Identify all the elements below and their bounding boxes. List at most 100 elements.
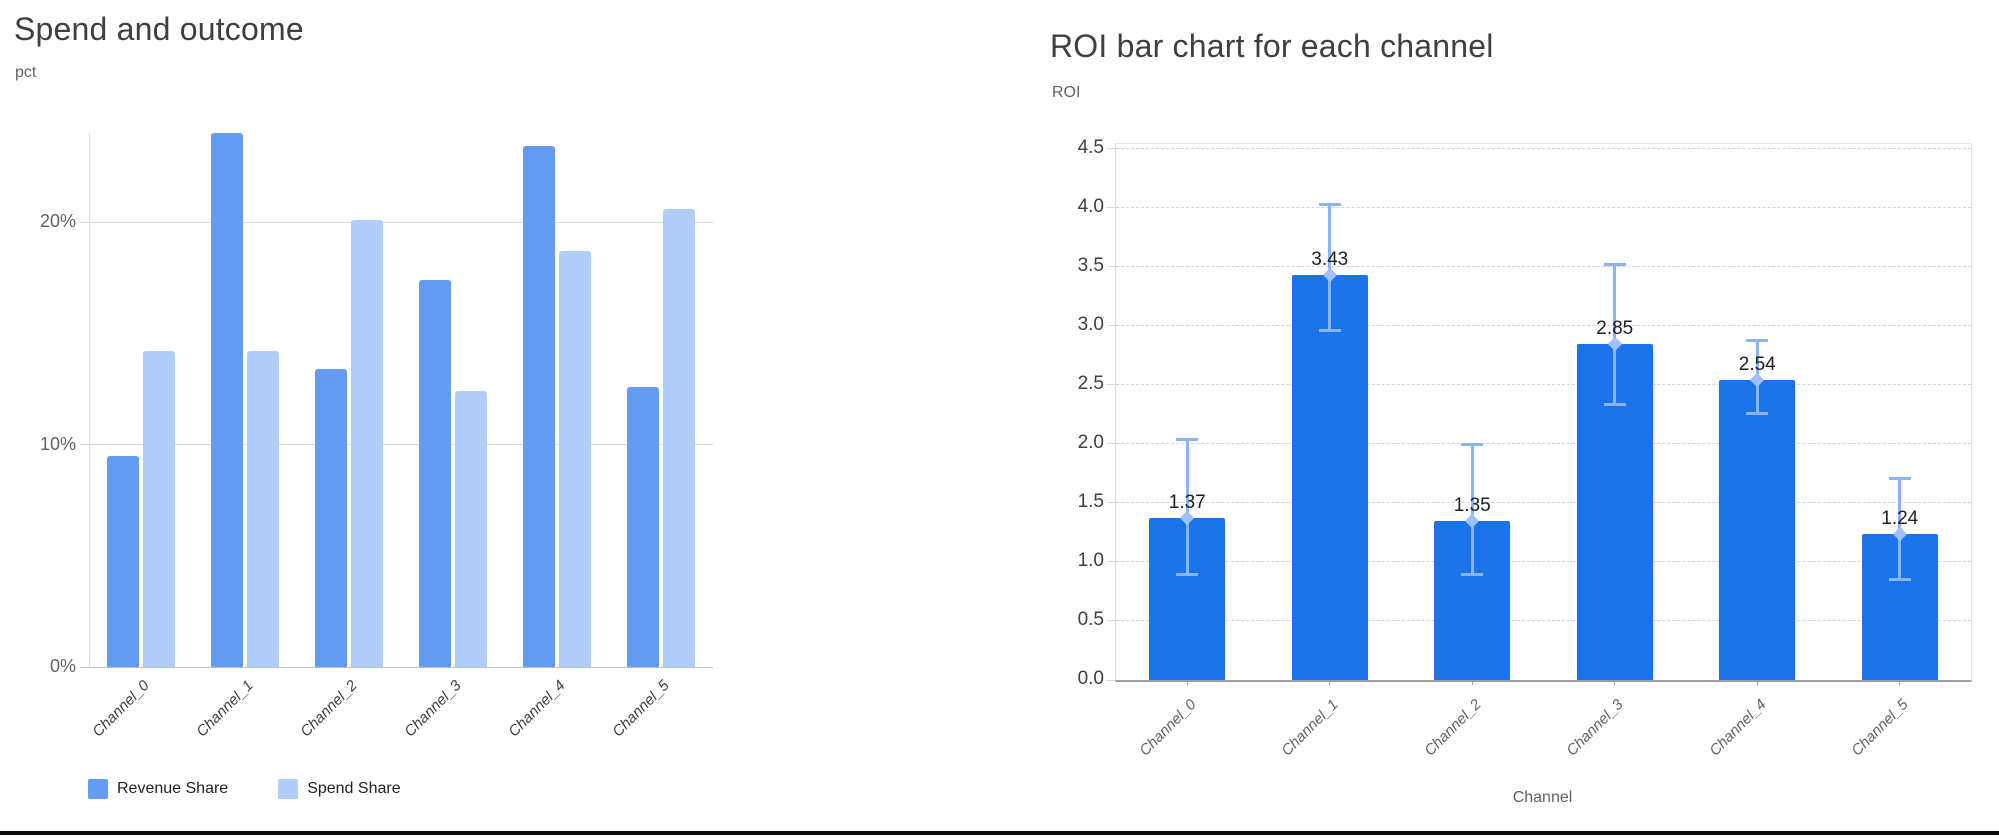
error-bar-channel-3 (1613, 264, 1617, 405)
x-tick-text: Channel_1 (1278, 696, 1342, 760)
y-axis-tick (1107, 207, 1115, 209)
y-axis-tick (1107, 502, 1115, 504)
bar-spend-share-channel-2[interactable] (351, 219, 383, 667)
error-bar-cap-bottom (1176, 572, 1199, 576)
bar-value-label-channel-5: 1.24 (1881, 507, 1919, 529)
x-tick-text: Channel_5 (609, 677, 674, 741)
y-axis-tick-label: 20% (39, 211, 76, 231)
error-bar-cap-top (1461, 442, 1484, 446)
x-tick-text: Channel_4 (505, 677, 570, 741)
chart-title: Spend and outcome (14, 11, 304, 47)
gridline (80, 221, 713, 223)
chart-title: ROI bar chart for each channel (1050, 28, 1494, 64)
bar-revenue-share-channel-0[interactable] (107, 455, 139, 667)
x-tick-text: Channel_2 (1420, 696, 1485, 760)
error-bar-channel-0 (1185, 439, 1189, 575)
y-axis-tick-label: 3.0 (1077, 313, 1104, 335)
gridline (80, 444, 713, 445)
y-axis-tick (1107, 266, 1115, 268)
y-axis-tick-label: 1.0 (1077, 549, 1104, 571)
y-axis-label: ROI (1052, 84, 1081, 101)
x-axis-tick (1899, 680, 1901, 685)
gridline (1116, 561, 1971, 563)
y-axis-tick (1107, 620, 1115, 622)
x-tick-text: Channel_4 (1705, 696, 1770, 760)
revenue-share-swatch (88, 779, 108, 799)
x-tick-text: Channel_0 (1135, 696, 1200, 760)
bar-spend-share-channel-0[interactable] (143, 351, 175, 667)
error-bar-cap-top (1318, 203, 1341, 207)
gridline (1116, 384, 1971, 386)
bar-value-label-channel-3: 2.85 (1596, 317, 1634, 339)
gridline (1116, 148, 1971, 150)
spend-share-swatch (278, 779, 299, 799)
bar-value-label-channel-1: 3.43 (1311, 249, 1349, 271)
bar-revenue-share-channel-5[interactable] (627, 386, 659, 667)
error-bar-cap-bottom (1603, 402, 1626, 406)
x-tick-text: Channel_5 (1848, 696, 1912, 760)
bar-revenue-share-channel-3[interactable] (419, 279, 451, 667)
x-tick-text: Channel_3 (1563, 696, 1627, 760)
y-axis-tick (1107, 325, 1115, 327)
gridline (1116, 266, 1971, 268)
error-bar-cap-top (1603, 263, 1626, 267)
y-axis-tick (1107, 443, 1115, 445)
error-bar-cap-bottom (1888, 577, 1911, 581)
y-axis-tick (1107, 148, 1115, 150)
bar-revenue-share-channel-4[interactable] (523, 146, 555, 667)
x-tick-text: Channel_3 (401, 677, 466, 741)
error-bar-cap-top (1746, 338, 1769, 342)
bar-spend-share-channel-4[interactable] (559, 250, 591, 667)
error-bar-cap-bottom (1318, 328, 1341, 332)
gridline (80, 666, 713, 668)
bar-spend-share-channel-5[interactable] (663, 208, 695, 667)
gridline (1116, 325, 1971, 327)
y-axis-tick-label: 4.0 (1077, 195, 1104, 217)
bar-revenue-share-channel-2[interactable] (315, 368, 347, 667)
y-axis-tick-label: 2.0 (1077, 431, 1104, 453)
x-axis-tick (1186, 680, 1188, 685)
legend-label: Revenue Share (117, 780, 229, 797)
y-axis-tick-label: 4.5 (1077, 136, 1104, 158)
gridline (1116, 502, 1971, 504)
bar-spend-share-channel-1[interactable] (247, 351, 279, 667)
y-axis-tick-label: 0.0 (1077, 668, 1104, 689)
y-axis-tick-label: 3.5 (1077, 254, 1104, 276)
roi-plot: 0.0 0.5 1.0 1.5 2.0 2.5 3.0 3.5 4.0 4.5 1.37 Channe… (1078, 137, 1972, 759)
legend-label: Spend Share (307, 780, 401, 797)
bar-value-label-channel-2: 1.35 (1453, 494, 1491, 516)
x-tick-text: Channel_2 (297, 677, 362, 741)
gridline (1116, 620, 1971, 622)
y-axis-tick-label: 0% (49, 656, 76, 676)
x-axis-tick (1756, 680, 1758, 685)
legend-item-spend-share[interactable]: Spend Share (278, 779, 401, 799)
bar-spend-share-channel-3[interactable] (455, 391, 487, 667)
y-axis-tick-label: 1.5 (1077, 490, 1104, 512)
gridline (1116, 207, 1971, 209)
x-tick-text: Channel_1 (193, 677, 258, 741)
y-axis-tick (1107, 679, 1115, 681)
bar-value-label-channel-4: 2.54 (1738, 354, 1776, 376)
y-axis-tick-label: 0.5 (1077, 608, 1104, 630)
error-bar-channel-2 (1470, 443, 1474, 575)
error-bar-cap-bottom (1746, 412, 1769, 416)
y-axis-tick-label: 2.5 (1077, 372, 1104, 394)
spend-outcome-plot: 0% 10% 20% Channel_0 Channel_1 Channel_2 Chann… (40, 133, 713, 740)
bottom-divider (0, 831, 1999, 835)
bar-value-label-channel-0: 1.37 (1168, 492, 1206, 514)
error-bar-cap-top (1176, 438, 1199, 442)
x-axis-tick (1614, 680, 1616, 685)
bar-roi-channel-1[interactable] (1291, 275, 1368, 680)
x-axis-tick (1471, 680, 1473, 685)
y-axis-tick (1107, 384, 1115, 386)
legend-item-revenue-share[interactable]: Revenue Share (88, 779, 228, 799)
bar-roi-channel-4[interactable] (1719, 380, 1796, 680)
error-bar-channel-1 (1328, 204, 1332, 331)
bar-revenue-share-channel-1[interactable] (211, 133, 243, 667)
error-bar-cap-top (1888, 477, 1911, 481)
gridline (1116, 443, 1971, 445)
y-axis-tick-label: 10% (39, 433, 76, 454)
error-bar-cap-bottom (1461, 572, 1484, 576)
x-tick-text: Channel_0 (89, 677, 154, 741)
